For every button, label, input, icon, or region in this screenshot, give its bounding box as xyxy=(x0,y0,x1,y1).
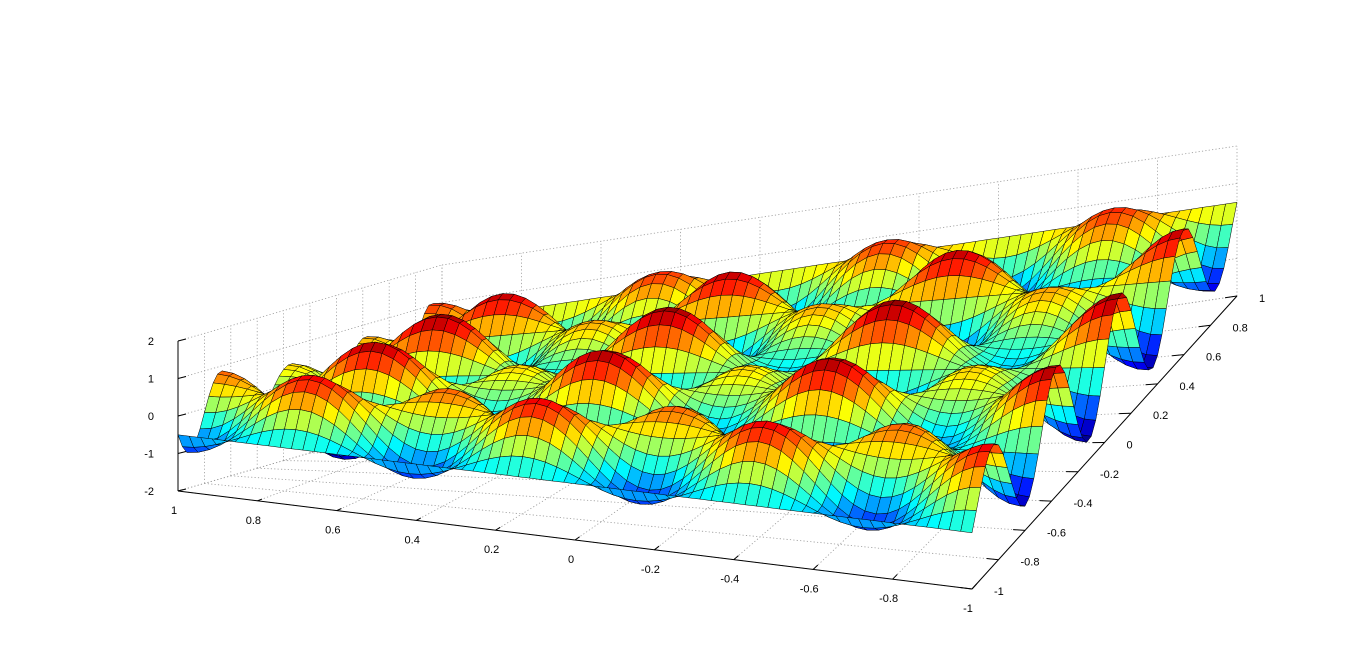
x-tick xyxy=(654,545,660,551)
y-tick-label: 1 xyxy=(1259,293,1265,305)
z-tick xyxy=(177,488,187,492)
y-tick-label: -0.6 xyxy=(1047,527,1066,539)
y-tick xyxy=(960,587,973,590)
x-tick xyxy=(415,517,422,521)
x-tick xyxy=(574,536,580,541)
y-tick-label: 0.2 xyxy=(1153,410,1168,422)
x-tick xyxy=(812,564,819,570)
z-tick-label: 2 xyxy=(148,336,154,348)
z-tick-label: 1 xyxy=(148,374,154,386)
z-tick-label: 0 xyxy=(148,411,154,423)
y-tick-label: -0.4 xyxy=(1074,498,1093,510)
floor-grid-x xyxy=(733,331,999,560)
z-tick-label: -1 xyxy=(144,449,154,461)
y-tick-label: 0 xyxy=(1127,440,1133,452)
x-tick-label: 0 xyxy=(568,554,574,566)
back-wall-grid-z xyxy=(441,183,1238,303)
x-tick xyxy=(892,574,898,580)
x-tick-label: 0.8 xyxy=(246,515,261,527)
y-tick xyxy=(1145,383,1158,386)
x-tick xyxy=(733,555,739,560)
back-wall-grid-z xyxy=(441,145,1238,266)
z-tick xyxy=(177,451,187,454)
z-tick xyxy=(177,413,187,417)
side-wall-grid-z xyxy=(177,264,443,342)
x-tick-label: -0.2 xyxy=(641,564,660,576)
y-tick-label: 0.4 xyxy=(1180,381,1195,393)
z-tick xyxy=(177,338,187,342)
x-tick xyxy=(257,498,263,502)
z-tick xyxy=(177,376,187,379)
x-tick xyxy=(971,583,978,590)
y-tick-label: -0.8 xyxy=(1021,557,1040,569)
z-tick-labels: -2 -1 0 1 2 xyxy=(144,336,154,498)
x-tick-label: 0.4 xyxy=(405,534,420,546)
z-tick-label: -2 xyxy=(144,486,154,498)
x-tick-label: -1 xyxy=(963,603,973,615)
y-tick xyxy=(1172,354,1185,357)
y-tick xyxy=(1013,529,1026,531)
y-tick xyxy=(986,558,999,561)
x-tick-label: -0.4 xyxy=(720,574,739,586)
y-tick-label: -0.2 xyxy=(1100,469,1119,481)
x-tick-label: 0.2 xyxy=(484,544,499,556)
x-tick-label: 0.6 xyxy=(325,525,340,537)
side-wall-grid-z xyxy=(177,302,443,379)
x-tick-label: 1 xyxy=(171,505,177,517)
y-tick-label: 0.6 xyxy=(1206,352,1221,364)
x-tick xyxy=(336,508,342,512)
y-tick-label: 0.8 xyxy=(1233,322,1248,334)
x-tick-label: -0.6 xyxy=(800,583,819,595)
x-tick-label: -0.8 xyxy=(879,593,898,605)
x-tick xyxy=(495,526,501,531)
floor-grid-y xyxy=(204,483,999,561)
surface-mesh xyxy=(177,202,1238,534)
y-tick-label: -1 xyxy=(994,586,1004,598)
